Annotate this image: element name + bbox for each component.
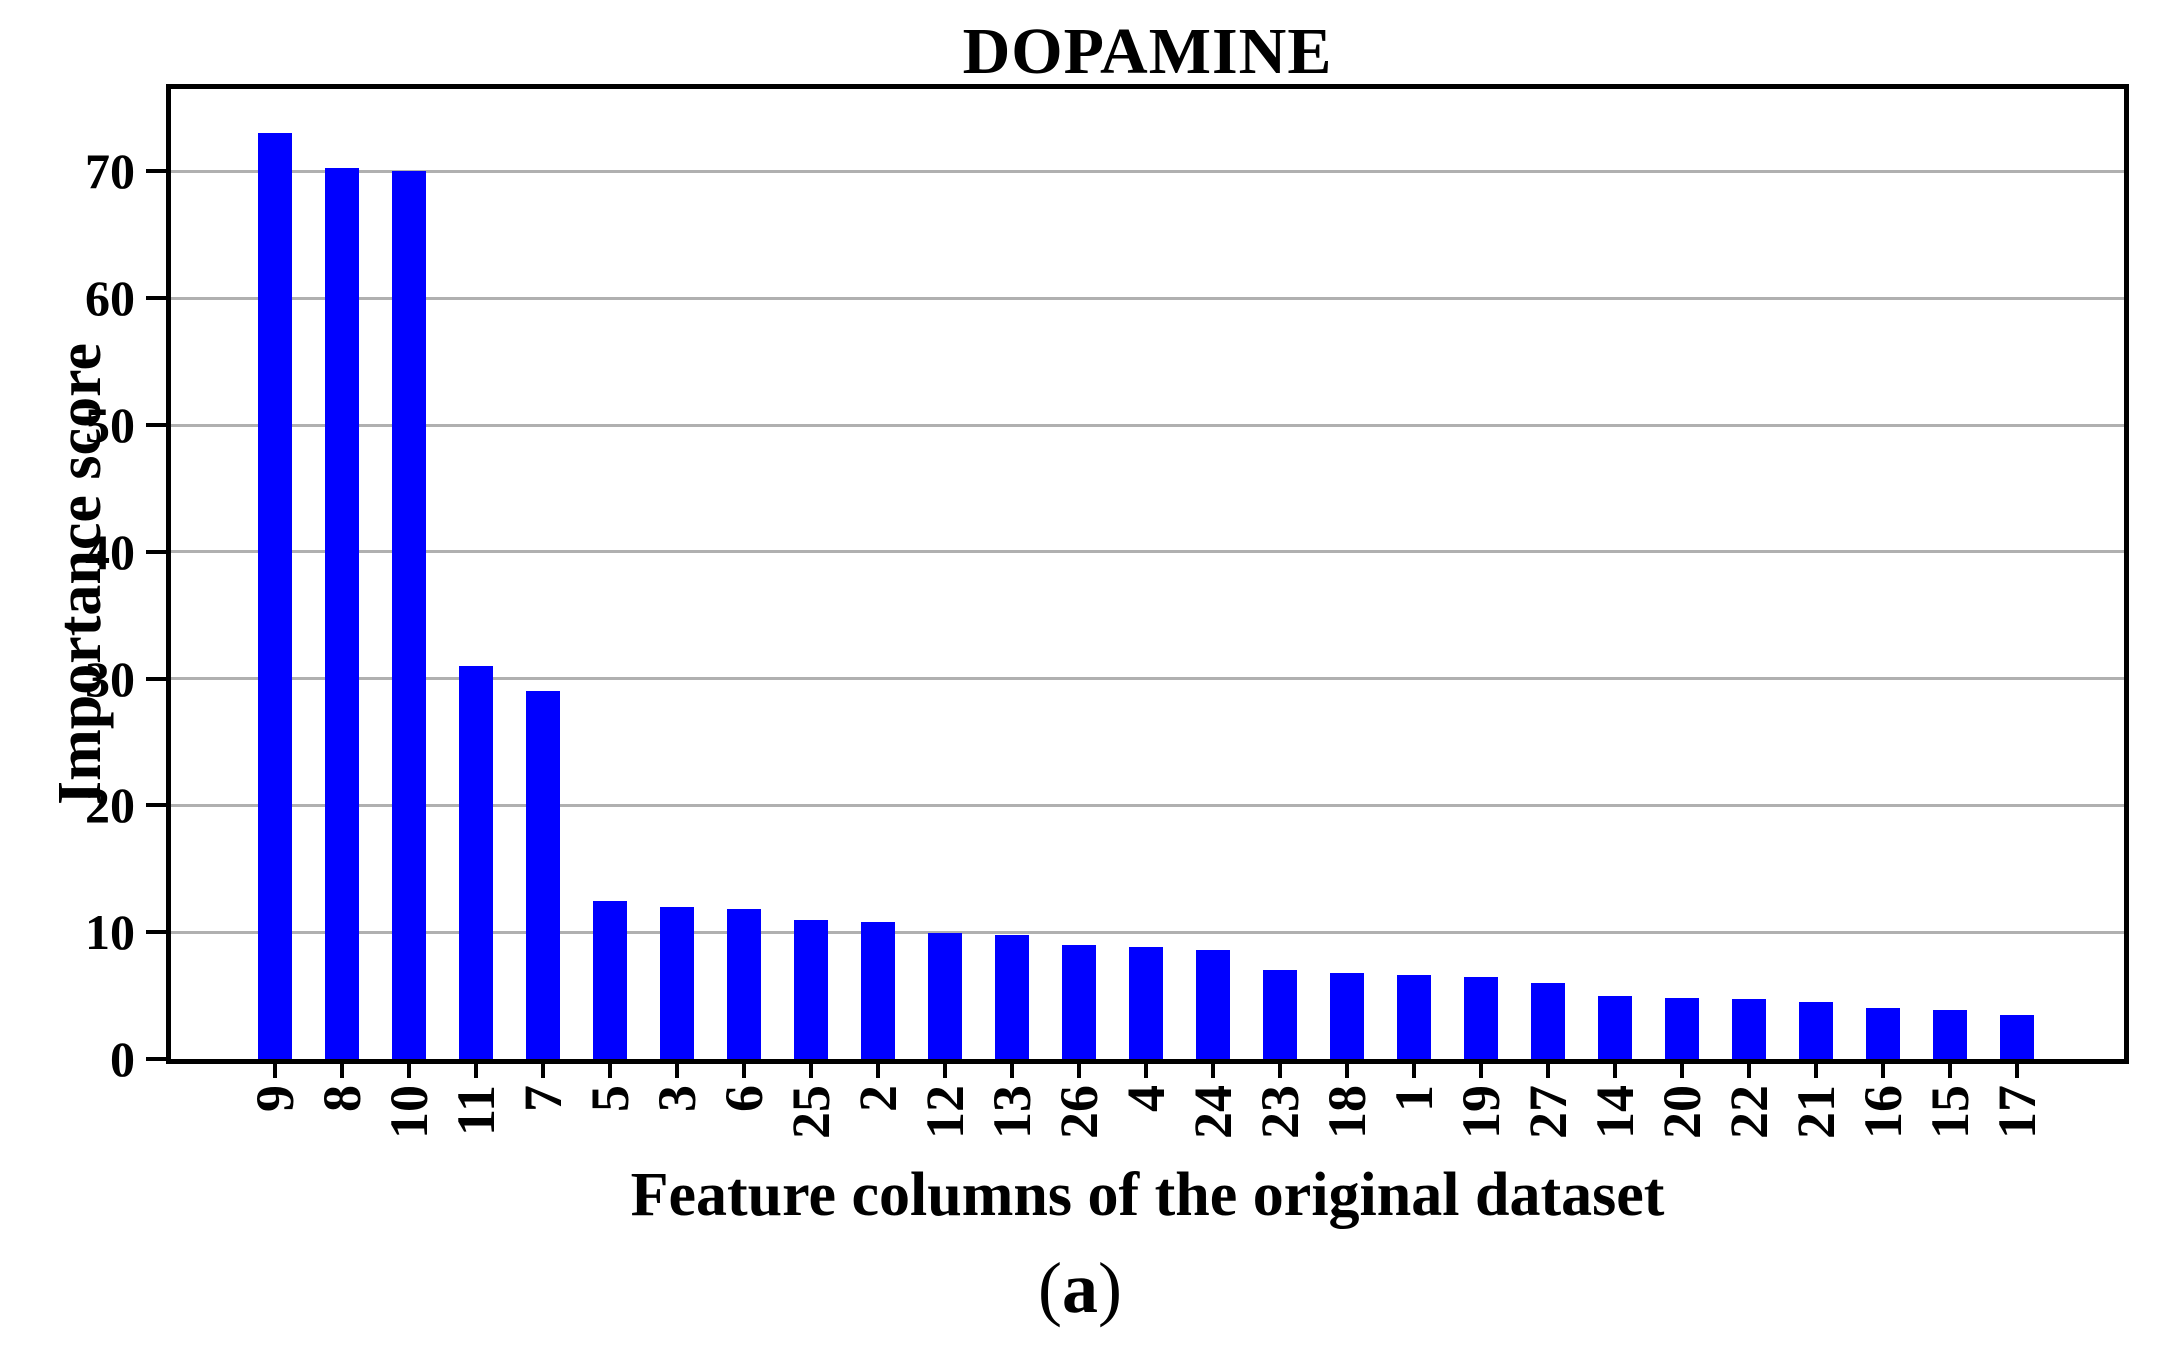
x-tick-12	[943, 1064, 947, 1078]
bar-4	[1129, 947, 1163, 1059]
bar-11	[459, 666, 493, 1059]
x-tick-27	[1546, 1064, 1550, 1078]
bar-25	[794, 920, 828, 1059]
x-tick-13	[1010, 1064, 1014, 1078]
x-tick-10	[407, 1064, 411, 1078]
subfigure-caption: (a)	[0, 1248, 2160, 1328]
y-tick-label-10: 10	[85, 904, 135, 961]
y-tick-40	[146, 549, 166, 554]
x-tick-15	[1948, 1064, 1952, 1078]
x-tick-8	[340, 1064, 344, 1078]
bar-1	[1397, 975, 1431, 1059]
x-tick-11	[474, 1064, 478, 1078]
gridline-20	[171, 803, 2124, 807]
gridline-10	[171, 930, 2124, 934]
bar-18	[1330, 973, 1364, 1059]
x-tick-24	[1211, 1064, 1215, 1078]
gridline-50	[171, 423, 2124, 427]
bar-3	[660, 907, 694, 1059]
y-tick-label-50: 50	[85, 397, 135, 453]
bar-12	[928, 933, 962, 1059]
bar-5	[593, 901, 627, 1059]
y-tick-60	[146, 296, 166, 301]
x-tick-7	[541, 1064, 545, 1078]
y-tick-10	[146, 930, 166, 935]
y-tick-label-30: 30	[85, 650, 135, 707]
x-tick-18	[1345, 1064, 1349, 1078]
chart-title: DOPAMINE	[962, 15, 1333, 88]
y-tick-20	[146, 803, 166, 808]
x-tick-16	[1881, 1064, 1885, 1078]
bar-24	[1196, 950, 1230, 1059]
x-tick-2	[876, 1064, 880, 1078]
caption-letter: a	[1062, 1248, 1098, 1328]
x-tick-21	[1814, 1064, 1818, 1078]
gridline-60	[171, 296, 2124, 300]
y-tick-label-70: 70	[85, 143, 135, 200]
bar-22	[1732, 999, 1766, 1059]
gridline-40	[171, 550, 2124, 554]
bar-20	[1665, 998, 1699, 1059]
x-tick-6	[742, 1064, 746, 1078]
bar-8	[325, 168, 359, 1059]
x-tick-3	[675, 1064, 679, 1078]
y-tick-label-20: 20	[85, 777, 135, 834]
bar-14	[1598, 996, 1632, 1059]
y-tick-50	[146, 423, 166, 427]
x-tick-20	[1680, 1064, 1684, 1078]
bar-15	[1933, 1010, 1967, 1059]
y-tick-label-60: 60	[85, 270, 135, 327]
y-axis-label: Importance score	[46, 343, 114, 806]
x-tick-25	[809, 1064, 813, 1078]
y-tick-label-40: 40	[85, 523, 135, 580]
y-tick-0	[146, 1057, 166, 1061]
bar-9	[258, 133, 292, 1059]
gridline-70	[171, 169, 2124, 173]
bar-26	[1062, 945, 1096, 1059]
bar-19	[1464, 977, 1498, 1059]
x-tick-19	[1479, 1064, 1483, 1078]
bar-2	[861, 922, 895, 1059]
bar-13	[995, 935, 1029, 1059]
x-tick-17	[2015, 1064, 2019, 1078]
bar-21	[1799, 1002, 1833, 1059]
x-tick-5	[608, 1064, 612, 1078]
bar-27	[1531, 983, 1565, 1059]
y-tick-70	[146, 169, 166, 174]
caption-paren-close: )	[1098, 1248, 1122, 1328]
gridline-30	[171, 677, 2124, 681]
x-tick-22	[1747, 1064, 1751, 1078]
x-tick-23	[1278, 1064, 1282, 1078]
bar-7	[526, 691, 560, 1059]
bar-6	[727, 909, 761, 1059]
bar-10	[392, 171, 426, 1059]
bar-16	[1866, 1008, 1900, 1059]
x-tick-9	[273, 1064, 277, 1078]
x-tick-14	[1613, 1064, 1617, 1078]
x-tick-1	[1412, 1064, 1416, 1078]
bar-17	[2000, 1015, 2034, 1059]
plot-area: 0 10 20 30 40 50 60 70 9 8 10 11 7 5 3 6 25 2 12 13 26 4 24 23 1…	[85, 84, 2129, 1139]
y-tick-30	[146, 676, 166, 681]
x-tick-26	[1077, 1064, 1081, 1078]
x-axis-label: Feature columns of the original dataset	[630, 1161, 1665, 1229]
caption-paren-open: (	[1038, 1248, 1062, 1328]
y-tick-label-0: 0	[110, 1031, 135, 1087]
bar-23	[1263, 970, 1297, 1059]
x-tick-4	[1144, 1064, 1148, 1078]
